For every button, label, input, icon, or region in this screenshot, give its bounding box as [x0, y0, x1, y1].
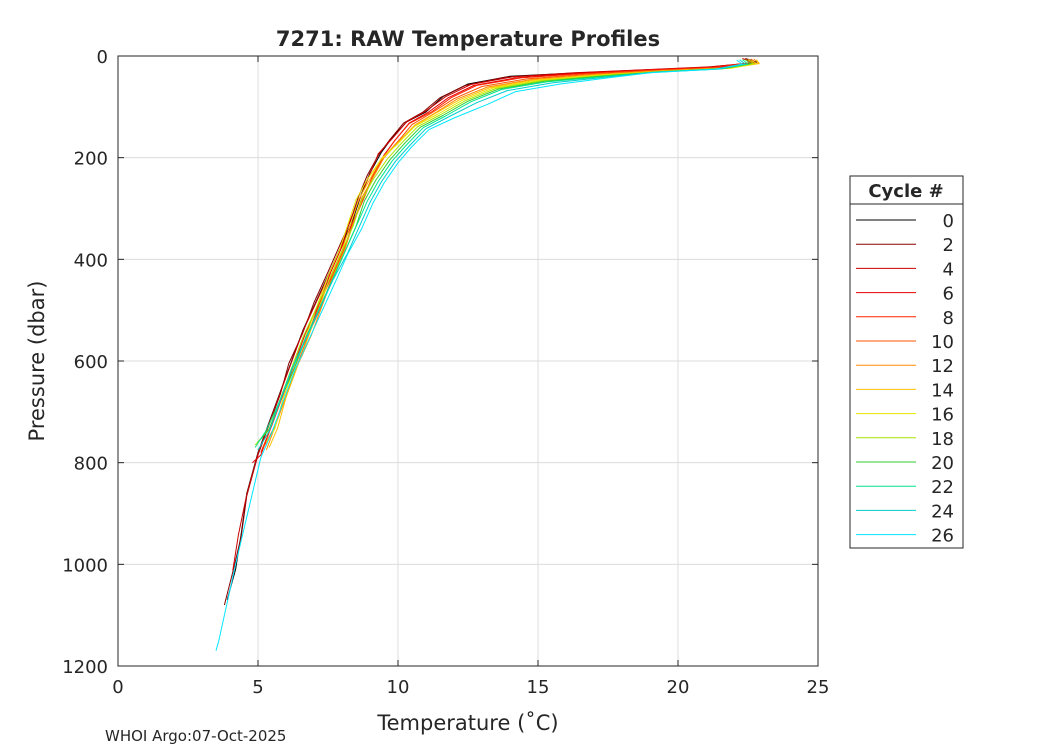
y-tick-label-2: 400: [74, 250, 108, 271]
y-tick-label-4: 800: [74, 454, 108, 475]
series-line-cycle-24: [257, 59, 746, 451]
legend-label-cycle-4: 4: [943, 259, 954, 280]
legend-label-cycle-14: 14: [931, 380, 954, 401]
legend-label-cycle-8: 8: [943, 308, 954, 329]
footer-text: WHOI Argo:07-Oct-2025: [105, 727, 286, 745]
legend-label-cycle-6: 6: [943, 284, 954, 305]
series-line-cycle-4: [232, 58, 755, 571]
x-tick-label-2: 10: [387, 677, 410, 698]
legend-label-cycle-16: 16: [931, 405, 954, 426]
y-tick-label-6: 1200: [62, 657, 108, 678]
x-tick-label-5: 25: [807, 677, 830, 698]
x-axis-label: Temperature (˚C): [376, 711, 558, 735]
legend-label-cycle-18: 18: [931, 429, 954, 450]
x-tick-label-1: 5: [252, 677, 263, 698]
x-tick-label-4: 20: [667, 677, 690, 698]
grid: [117, 55, 819, 667]
y-tick-label-3: 600: [74, 352, 108, 373]
legend-title: Cycle #: [868, 181, 943, 202]
y-axis-label: Pressure (dbar): [25, 281, 49, 442]
y-tick-label-5: 1000: [62, 555, 108, 576]
y-tick-label-0: 0: [97, 47, 108, 68]
x-tick-label-3: 15: [527, 677, 550, 698]
legend-label-cycle-0: 0: [943, 211, 954, 232]
series-layer: [215, 58, 760, 651]
legend-label-cycle-2: 2: [943, 235, 954, 256]
y-tick-label-1: 200: [74, 149, 108, 170]
legend-label-cycle-10: 10: [931, 332, 954, 353]
legend-label-cycle-26: 26: [931, 526, 954, 547]
ticks: 0 5 10 15 20 25 0 200 400 600 800 1000 1200: [62, 47, 829, 698]
chart-title: 7271: RAW Temperature Profiles: [276, 27, 660, 51]
series-line-cycle-26: [215, 59, 743, 651]
legend-label-cycle-24: 24: [931, 501, 954, 522]
legend-label-cycle-22: 22: [931, 477, 954, 498]
legend-label-cycle-12: 12: [931, 356, 954, 377]
x-tick-label-0: 0: [112, 677, 123, 698]
legend-label-cycle-20: 20: [931, 453, 954, 474]
